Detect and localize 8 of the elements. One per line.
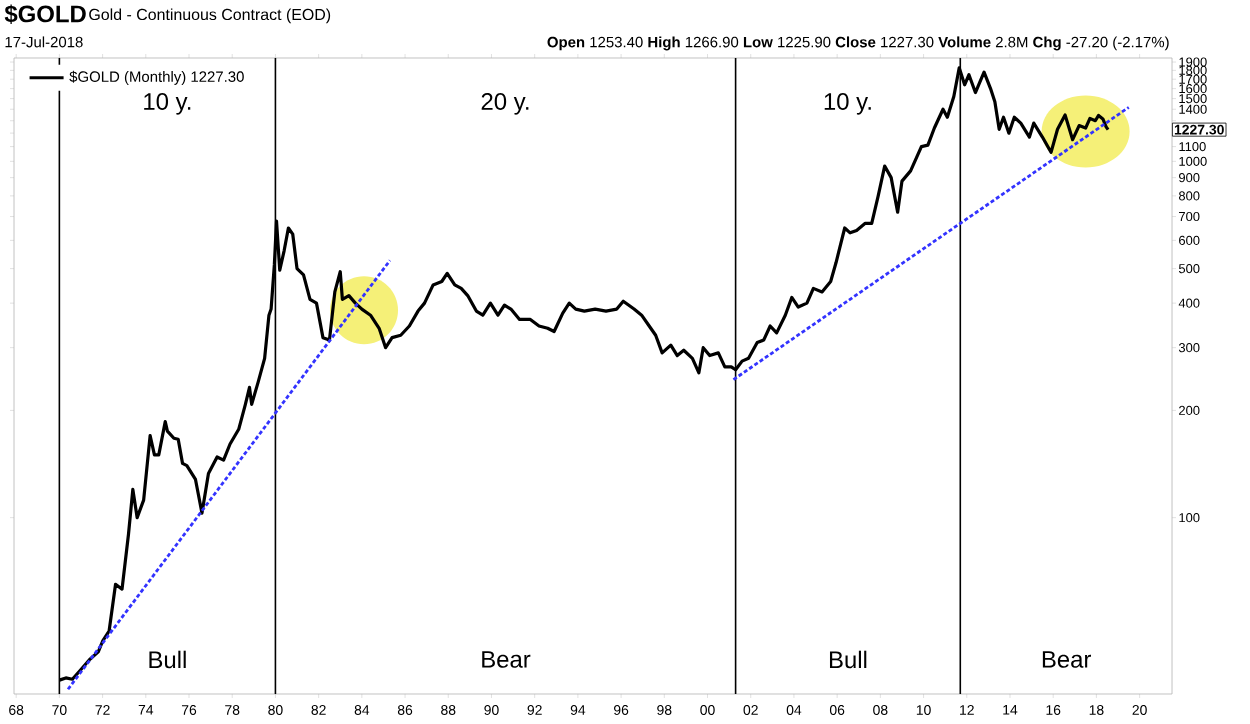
annotation: Bear [1042, 651, 1091, 668]
annotation: 10 y. [144, 93, 191, 115]
chart-title: $GOLD [4, 4, 86, 24]
annotation: Bull [829, 650, 867, 669]
annotation: Bear [482, 651, 531, 668]
annotation: Bull [149, 650, 186, 669]
annotation: 10 y. [824, 93, 871, 115]
annotation: 20 y. [481, 93, 529, 115]
